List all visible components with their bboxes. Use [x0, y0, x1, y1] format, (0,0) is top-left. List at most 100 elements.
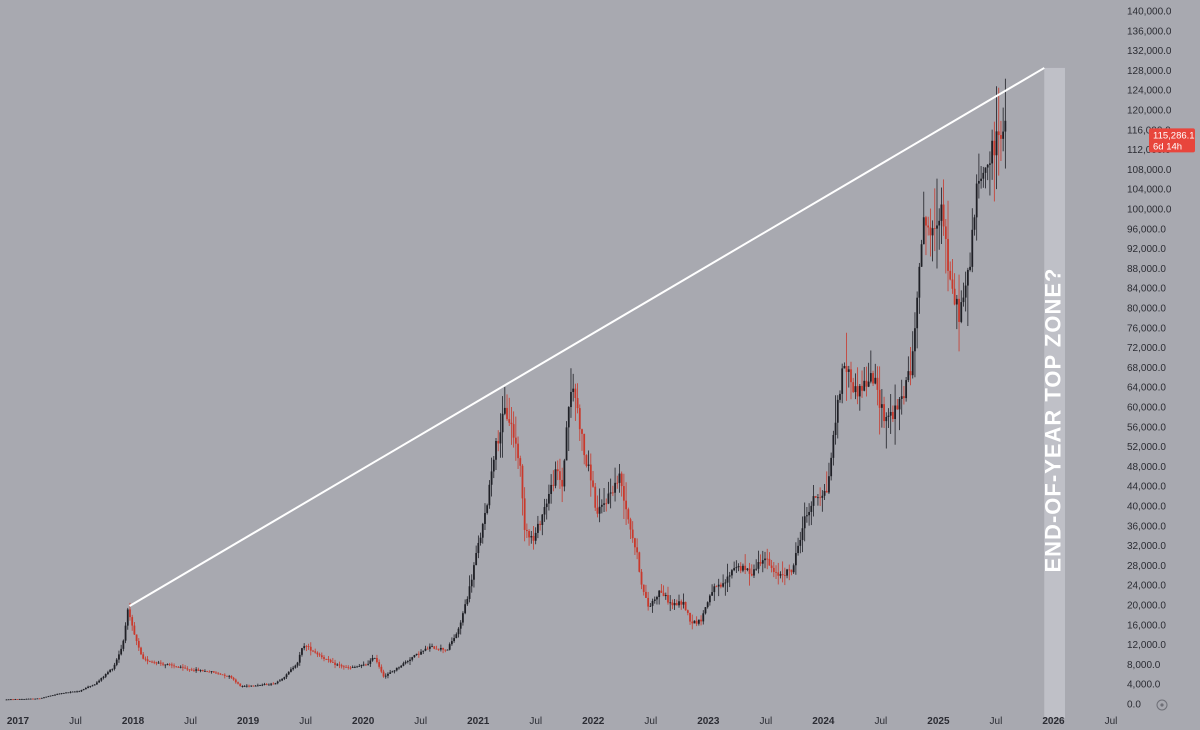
- candle-body: [708, 595, 711, 603]
- candle-body: [301, 648, 303, 655]
- candle-body: [27, 698, 30, 700]
- candle-body: [60, 693, 63, 694]
- candle-body: [107, 672, 109, 674]
- candle-body: [519, 458, 522, 466]
- candle-body: [991, 140, 994, 164]
- candle-body: [706, 602, 709, 608]
- candle-body: [133, 625, 136, 635]
- candle-body: [406, 661, 409, 662]
- candle-body: [219, 673, 222, 675]
- candle-body: [153, 661, 156, 663]
- candle-body: [5, 699, 8, 701]
- candle-body: [764, 558, 766, 561]
- y-tick-label: 96,000.0: [1127, 224, 1166, 235]
- candle-body: [285, 674, 288, 678]
- candle-body: [89, 686, 92, 687]
- candle-body: [836, 399, 839, 423]
- candle-body: [10, 699, 12, 701]
- candle-body: [598, 506, 601, 514]
- y-tick-label: 88,000.0: [1127, 264, 1166, 275]
- candle-body: [177, 667, 180, 668]
- x-tick-label: 2017: [7, 716, 30, 727]
- candle-body: [933, 228, 936, 230]
- candle-body: [298, 654, 301, 663]
- candle-body: [142, 654, 145, 659]
- candle-body: [38, 698, 41, 700]
- candle-body: [444, 649, 447, 651]
- last-price-tag: 115,286.16d 14h: [1149, 128, 1195, 153]
- candle-body: [195, 669, 198, 671]
- candle-body: [49, 695, 52, 697]
- candle-body: [715, 586, 718, 588]
- candle-body: [885, 416, 888, 422]
- candle-body: [162, 663, 164, 665]
- x-tick-label: Jul: [529, 716, 542, 727]
- candle-body: [953, 288, 956, 305]
- candle-body: [664, 594, 667, 597]
- candle-body: [517, 443, 519, 459]
- candle-body: [794, 553, 797, 566]
- y-tick-label: 28,000.0: [1127, 561, 1166, 572]
- candle-body: [54, 694, 56, 696]
- candle-body: [702, 613, 705, 622]
- candle-body: [828, 476, 830, 493]
- last-price-value: 115,286.1: [1153, 130, 1195, 141]
- candle-body: [193, 670, 195, 672]
- candle-body: [944, 226, 947, 239]
- candle-body: [742, 565, 744, 571]
- candle-body: [362, 664, 365, 666]
- candle-body: [704, 607, 707, 614]
- candle-body: [647, 597, 650, 607]
- x-tick-label: 2024: [812, 716, 835, 727]
- candle-body: [137, 640, 140, 648]
- candle-body: [733, 568, 736, 571]
- candle-body: [825, 490, 828, 493]
- candle-body: [636, 547, 639, 553]
- candle-body: [65, 692, 67, 694]
- candle-body: [799, 540, 802, 546]
- y-tick-label: 56,000.0: [1127, 422, 1166, 433]
- candle-body: [234, 679, 237, 683]
- candle-body: [883, 404, 885, 422]
- candle-body: [241, 686, 244, 687]
- candle-body: [159, 662, 162, 664]
- settings-icon[interactable]: [1156, 699, 1168, 711]
- candle-body: [689, 612, 691, 622]
- candle-body: [287, 671, 290, 675]
- candle-body: [252, 685, 255, 687]
- candle-body: [51, 695, 54, 696]
- candle-body: [47, 696, 50, 698]
- candle-body: [896, 405, 899, 410]
- y-tick-label: 44,000.0: [1127, 482, 1166, 493]
- candle-body: [347, 666, 350, 668]
- candle-body: [534, 532, 537, 541]
- candle-body: [986, 164, 989, 168]
- candle-body: [539, 523, 541, 525]
- candle-body: [627, 509, 630, 520]
- y-tick-label: 120,000.0: [1127, 106, 1172, 117]
- candle-body: [422, 650, 425, 652]
- candle-body: [777, 572, 780, 576]
- candle-body: [294, 665, 297, 668]
- candle-body: [772, 567, 775, 572]
- candle-body: [545, 503, 548, 508]
- y-tick-label: 128,000.0: [1127, 66, 1172, 77]
- candle-body: [922, 217, 925, 245]
- candle-body: [283, 677, 286, 679]
- candle-body: [16, 699, 19, 700]
- candle-body: [658, 590, 661, 598]
- candle-body: [548, 493, 550, 504]
- x-tick-label: 2025: [927, 716, 950, 727]
- candle-body: [530, 535, 533, 538]
- candle-body: [387, 673, 389, 676]
- candle-body: [448, 644, 451, 650]
- candle-body: [314, 651, 317, 653]
- y-tick-label: 40,000.0: [1127, 502, 1166, 513]
- candle-body: [783, 575, 786, 576]
- candle-body: [318, 654, 321, 656]
- candle-body: [481, 523, 484, 538]
- candle-body: [279, 680, 281, 682]
- candle-body: [84, 687, 87, 690]
- candle-body: [977, 180, 980, 184]
